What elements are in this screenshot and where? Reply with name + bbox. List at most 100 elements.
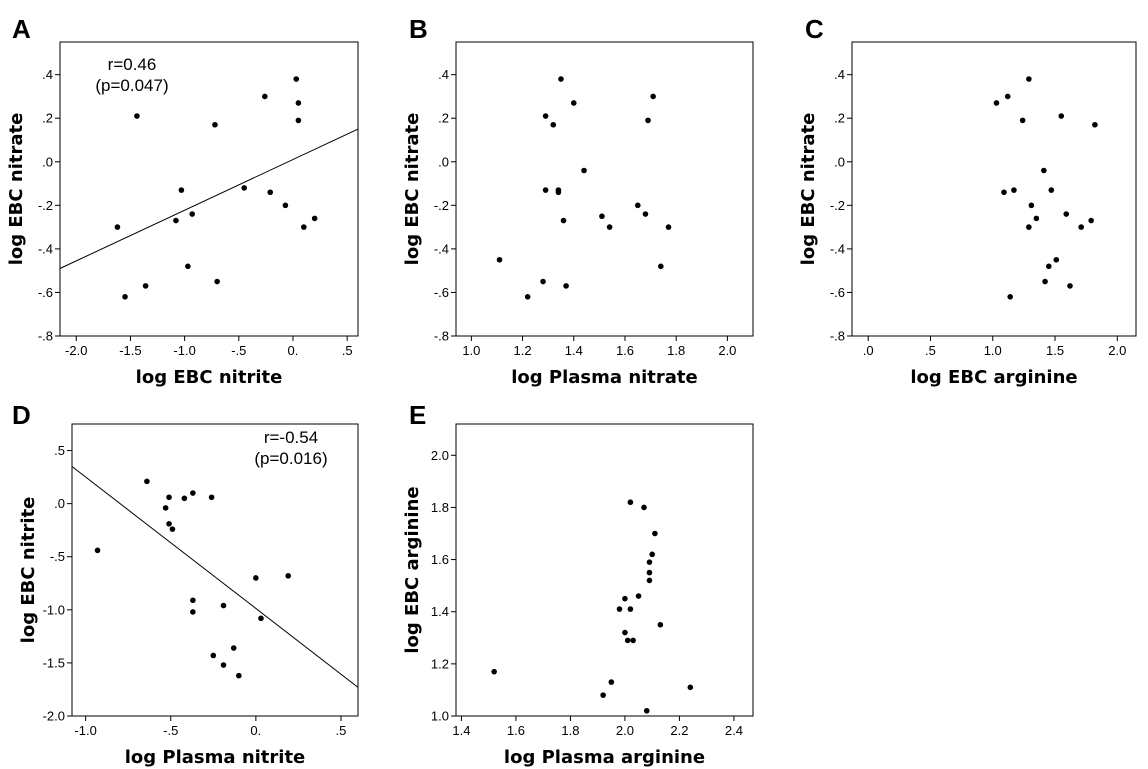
- panel-a-y-tick-label: .4: [42, 67, 53, 82]
- panel-e-y-tick-label: 1.2: [431, 656, 449, 671]
- panel-e-data-point: [491, 668, 497, 675]
- panel-b-data-point: [645, 117, 651, 124]
- panel-e-data-point: [622, 595, 628, 602]
- panel-a-data-point: [241, 185, 248, 191]
- panel-d-x-tick-label: -1.0: [74, 723, 96, 738]
- panel-d-data-point: [208, 494, 215, 501]
- panel-d-data-point: [169, 526, 176, 532]
- panel-d-annotation-line: r=-0.54: [264, 428, 318, 447]
- panel-a-data-point: [212, 121, 218, 128]
- panel-c-data-point: [1067, 283, 1073, 289]
- panel-a-y-tick-label: -.2: [38, 198, 53, 213]
- panel-a-letter: A: [12, 14, 31, 44]
- panel-e-data-point: [687, 684, 694, 691]
- panel-a-y-tick-label: -.4: [38, 241, 53, 256]
- panel-a-data-point: [262, 93, 268, 100]
- panel-c-y-tick-label: -.8: [830, 329, 845, 344]
- panel-a-y-tick-label: -.8: [38, 329, 53, 344]
- panel-a-plot-frame: [59, 41, 359, 337]
- panel-c-data-point: [1001, 189, 1007, 196]
- panel-c-data-point: [993, 100, 1000, 106]
- panel-c-data-point: [1011, 187, 1017, 193]
- panel-e-data-point: [600, 692, 606, 698]
- panel-e-x-tick-label: 1.8: [561, 723, 579, 738]
- panel-e-letter: E: [409, 400, 426, 430]
- panel-b-data-point: [650, 93, 656, 100]
- panel-b-y-axis-title: log EBC nitrate: [402, 113, 423, 266]
- panel-b-x-tick-label: 1.8: [667, 343, 685, 358]
- panel-e-x-tick-label: 2.4: [725, 723, 743, 738]
- panel-e-y-tick-label: 1.6: [431, 552, 449, 567]
- panel-d-data-point: [94, 547, 101, 554]
- panel-e-plot-frame: [455, 423, 754, 717]
- panel-c-data-point: [1033, 215, 1040, 222]
- panel-b-data-point: [634, 202, 641, 209]
- panel-b-data-point: [555, 189, 562, 196]
- panel-c-x-tick-label: 1.5: [1046, 343, 1064, 358]
- panel-c-data-point: [1058, 113, 1065, 119]
- panel-e-data-point: [646, 569, 653, 576]
- panel-a-data-point: [122, 294, 128, 300]
- panel-a-y-tick-label: .2: [42, 111, 53, 126]
- panel-d-data-point: [236, 672, 242, 679]
- panel-e-data-point: [635, 593, 642, 599]
- panel-e-y-tick-label: 2.0: [431, 448, 449, 463]
- panel-a-data-point: [173, 217, 179, 224]
- panel-a: A -2.0 -1.5 -1.0 -.5 0. .5 -.8 -.6 -.4 -.2 .0 .2 .4 lo…: [6, 14, 359, 388]
- panel-e-y-tick-label: 1.8: [431, 500, 449, 515]
- panel-b-data-point: [599, 213, 605, 220]
- panel-e-y-tick-label: 1.4: [431, 604, 449, 619]
- panel-d-x-tick-label: -.5: [163, 723, 178, 738]
- panel-b-y-tick-label: -.8: [434, 329, 449, 344]
- panel-b-data-point: [642, 211, 649, 217]
- panel-c-data-point: [1041, 167, 1047, 174]
- panel-d-y-tick-label: .0: [54, 496, 65, 511]
- panel-e-data-point: [646, 559, 653, 565]
- panel-d-y-tick-label: -1.5: [43, 655, 65, 670]
- panel-b: B 1.0 1.2 1.4 1.6 1.8 2.0 -.8 -.6 -.4 -.2 .0 .2 .4 log…: [402, 14, 754, 388]
- panel-d-data-point: [258, 615, 264, 622]
- panel-b-x-axis-title: log Plasma nitrate: [511, 367, 698, 388]
- panel-b-y-tick-label: -.4: [434, 241, 449, 256]
- panel-b-data-point: [524, 294, 531, 300]
- panel-e-data-point: [627, 499, 634, 506]
- panel-b-data-point: [665, 224, 672, 230]
- panel-d-data-point: [220, 602, 227, 609]
- panel-b-x-tick-label: 1.4: [565, 343, 583, 358]
- panel-d-data-point: [181, 495, 188, 502]
- panel-e-x-axis-title: log Plasma arginine: [504, 747, 705, 768]
- panel-c-y-tick-label: -.2: [830, 198, 845, 213]
- panel-b-y-tick-label: -.6: [434, 285, 449, 300]
- panel-d-annotation-line: (p=0.016): [254, 449, 327, 468]
- panel-a-data-point: [301, 224, 307, 230]
- panel-a-x-tick-label: -.5: [231, 343, 246, 358]
- panel-e-x-tick-label: 2.2: [670, 723, 688, 738]
- panel-b-data-point: [581, 167, 587, 174]
- panel-c-x-axis-title: log EBC arginine: [910, 367, 1077, 388]
- panel-d-data-point: [253, 575, 259, 581]
- panel-c-y-tick-label: .0: [834, 154, 845, 169]
- panel-a-data-point: [189, 211, 196, 217]
- panel-c-data-point: [1053, 256, 1060, 263]
- panel-e-x-tick-label: 2.0: [616, 723, 634, 738]
- panel-d-y-tick-label: -1.0: [43, 602, 65, 617]
- panel-e-data-point: [657, 621, 664, 628]
- panel-b-x-tick-label: 1.2: [514, 343, 532, 358]
- panel-e-data-point: [649, 551, 655, 558]
- panel-d-data-point: [166, 521, 172, 527]
- panel-c-data-point: [1019, 117, 1026, 124]
- panel-e-data-point: [622, 629, 628, 636]
- panel-a-x-axis-title: log EBC nitrite: [136, 367, 283, 388]
- panel-d-letter: D: [12, 400, 31, 430]
- panel-e-x-tick-label: 1.4: [452, 723, 470, 738]
- panel-e-y-tick-label: 1.0: [431, 709, 449, 724]
- panel-d-data-point: [220, 662, 227, 668]
- panel-a-y-tick-label: -.6: [38, 285, 53, 300]
- panel-a-data-point: [282, 202, 289, 209]
- panel-a-y-tick-label: .0: [42, 154, 53, 169]
- panel-d-x-axis-title: log Plasma nitrite: [125, 747, 306, 768]
- panel-a-x-tick-label: .5: [342, 343, 353, 358]
- panel-c-data-point: [1004, 93, 1011, 100]
- panel-c: C .0 .5 1.0 1.5 2.0 -.8 -.6 -.4 -.2 .0 .2 .4 log EBC …: [798, 14, 1137, 388]
- panel-d-data-point: [190, 597, 196, 604]
